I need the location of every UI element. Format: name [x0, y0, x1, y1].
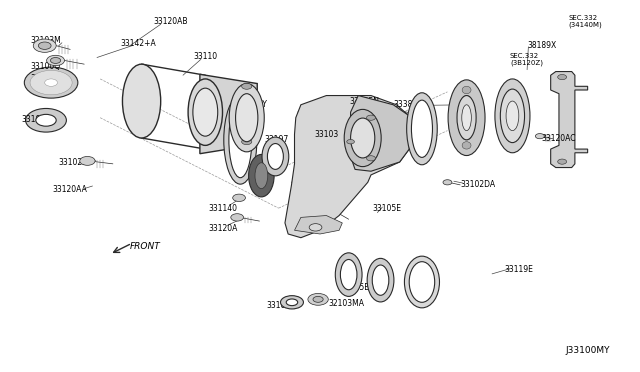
- Circle shape: [242, 111, 252, 117]
- Ellipse shape: [462, 96, 471, 103]
- Circle shape: [80, 157, 95, 165]
- Circle shape: [30, 70, 72, 95]
- Text: SEC.332
(3B120Z): SEC.332 (3B120Z): [510, 53, 543, 67]
- Text: 33142: 33142: [254, 161, 278, 170]
- Polygon shape: [351, 96, 409, 171]
- Ellipse shape: [268, 144, 284, 169]
- Text: 33197: 33197: [264, 135, 289, 144]
- Text: 33102D: 33102D: [59, 157, 89, 167]
- Text: 33155N: 33155N: [349, 97, 380, 106]
- Text: 32103MB: 32103MB: [30, 74, 66, 83]
- Ellipse shape: [236, 94, 258, 142]
- Ellipse shape: [412, 100, 433, 157]
- Circle shape: [38, 42, 51, 49]
- Text: 33105E: 33105E: [372, 203, 401, 213]
- Ellipse shape: [335, 253, 362, 296]
- Ellipse shape: [506, 101, 519, 131]
- Polygon shape: [294, 215, 342, 234]
- Text: 32103MA: 32103MA: [328, 299, 364, 308]
- Ellipse shape: [404, 256, 440, 308]
- Circle shape: [557, 159, 566, 164]
- Text: 33100Q: 33100Q: [30, 61, 60, 71]
- Ellipse shape: [344, 109, 381, 167]
- Ellipse shape: [255, 163, 268, 189]
- Text: 33105E: 33105E: [340, 283, 369, 292]
- Ellipse shape: [462, 132, 471, 140]
- Ellipse shape: [500, 89, 525, 142]
- Circle shape: [45, 79, 58, 86]
- Ellipse shape: [262, 137, 289, 176]
- Text: 331140: 331140: [208, 203, 237, 213]
- Text: 33100Q: 33100Q: [22, 115, 52, 124]
- Circle shape: [286, 299, 298, 306]
- Ellipse shape: [367, 259, 394, 302]
- Ellipse shape: [409, 262, 435, 302]
- Ellipse shape: [351, 118, 375, 158]
- Circle shape: [26, 109, 67, 132]
- Text: 33119E: 33119E: [505, 264, 534, 273]
- Text: 38189X: 38189X: [527, 41, 556, 50]
- Polygon shape: [285, 96, 409, 238]
- Circle shape: [280, 296, 303, 309]
- Ellipse shape: [224, 96, 257, 184]
- Text: 33142+A: 33142+A: [120, 39, 156, 48]
- Ellipse shape: [462, 105, 471, 112]
- Ellipse shape: [229, 102, 252, 178]
- Circle shape: [308, 294, 328, 305]
- Circle shape: [347, 140, 355, 144]
- Text: 33120AB: 33120AB: [153, 17, 188, 26]
- Circle shape: [367, 156, 376, 161]
- Circle shape: [37, 74, 65, 91]
- Ellipse shape: [462, 86, 471, 94]
- Circle shape: [24, 67, 78, 98]
- Ellipse shape: [229, 84, 264, 152]
- Circle shape: [233, 194, 246, 202]
- Text: 33102DA: 33102DA: [460, 180, 495, 189]
- Ellipse shape: [462, 114, 471, 121]
- Text: J33100MY: J33100MY: [565, 346, 610, 355]
- Text: SEC.332
(34140M): SEC.332 (34140M): [568, 15, 602, 28]
- Circle shape: [367, 115, 376, 120]
- Circle shape: [313, 296, 323, 302]
- Ellipse shape: [122, 64, 161, 138]
- Ellipse shape: [248, 154, 274, 197]
- Ellipse shape: [448, 80, 485, 155]
- Ellipse shape: [462, 142, 471, 149]
- Circle shape: [33, 39, 56, 52]
- Text: 33110: 33110: [193, 52, 218, 61]
- Ellipse shape: [188, 79, 223, 145]
- Ellipse shape: [457, 96, 476, 140]
- Circle shape: [51, 58, 61, 63]
- Text: 33120AA: 33120AA: [52, 185, 87, 194]
- Text: 33386M: 33386M: [394, 100, 425, 109]
- Ellipse shape: [372, 265, 389, 295]
- Ellipse shape: [406, 93, 437, 165]
- Text: 33100Q: 33100Q: [267, 301, 297, 311]
- Circle shape: [47, 55, 65, 65]
- Polygon shape: [550, 71, 588, 167]
- Polygon shape: [200, 74, 257, 154]
- Text: 32103M: 32103M: [30, 36, 61, 45]
- Ellipse shape: [340, 260, 357, 290]
- Text: FRONT: FRONT: [130, 242, 161, 251]
- Circle shape: [557, 74, 566, 80]
- Ellipse shape: [462, 123, 471, 131]
- Ellipse shape: [495, 79, 530, 153]
- Circle shape: [443, 180, 452, 185]
- Text: 33103: 33103: [314, 130, 339, 139]
- Circle shape: [231, 214, 244, 221]
- Text: 33120AC: 33120AC: [541, 134, 576, 142]
- Circle shape: [242, 139, 252, 145]
- Circle shape: [536, 134, 544, 139]
- Ellipse shape: [462, 105, 471, 131]
- Circle shape: [36, 114, 56, 126]
- Circle shape: [309, 224, 322, 231]
- Ellipse shape: [193, 88, 218, 136]
- Text: 33120A: 33120A: [209, 224, 238, 233]
- Circle shape: [242, 83, 252, 89]
- Text: 38343Y: 38343Y: [239, 100, 268, 109]
